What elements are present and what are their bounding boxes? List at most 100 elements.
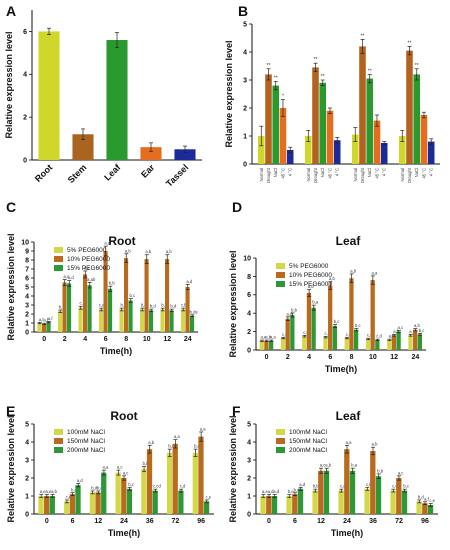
panel-c-y-tick-label: 9 <box>25 248 29 255</box>
panel-c-x-tick-label: 6 <box>104 336 108 343</box>
panel-c-bar-label: a,a <box>104 241 110 246</box>
panel-f-bar <box>401 490 408 514</box>
panel-c-bar-label: b,b <box>59 305 65 310</box>
panel-d-bar-label: c,c <box>325 331 330 336</box>
panel-e-x-tick-label: 96 <box>197 518 205 525</box>
panel-d-bar <box>290 315 295 350</box>
panel-e-bar-label: a,a <box>174 434 180 439</box>
panel-f-bar <box>375 476 382 514</box>
panel-a-x-tick-label: Root <box>33 162 55 184</box>
panel-d-bar-label: c,e <box>282 332 288 337</box>
panel-c-bar <box>149 310 154 332</box>
panel-d-y-tick-label: 8 <box>247 274 251 281</box>
panel-e-bar <box>69 494 75 514</box>
panel-f-bar <box>349 470 356 514</box>
panel-c-y-tick-label: 7 <box>25 266 29 273</box>
panel-d-bar-label: a,b <box>414 323 420 328</box>
panel-d-bar <box>302 336 307 350</box>
panel-c-legend-label: 5% PEG6000 <box>67 247 107 254</box>
panel-d-x-tick-label: 2 <box>286 354 290 361</box>
panel-d-bar-label: c,d <box>303 330 309 335</box>
panel-d-bar-label: a,a <box>371 270 377 275</box>
panel-c-bar-label: b,c <box>120 303 126 308</box>
panel-f-x-tick-label: 36 <box>369 518 377 525</box>
panel-d-bar-label: c,c <box>346 332 351 337</box>
panel-d-bar-label: a,d <box>286 311 292 316</box>
panel-e-x-tick-label: 36 <box>146 518 154 525</box>
panel-b-bar <box>359 46 366 164</box>
panel-b-x-tick-label: 45 °C <box>374 168 379 179</box>
panel-f-bar-label: a,d <box>273 489 279 494</box>
panel-d-bar-label: b,b <box>291 307 297 312</box>
panel-c-bar-label: b,a <box>141 303 147 308</box>
panel-c-bar-label: a,c <box>84 265 90 270</box>
panel-f-bar-label: a,d <box>299 482 305 487</box>
panel-b-bar <box>304 136 312 164</box>
panel-b-y-tick-label: 0 <box>243 161 247 168</box>
panel-e-y-axis-label: Relative expression level <box>6 415 16 522</box>
panel-f-bar <box>416 501 422 514</box>
panel-c-bar <box>82 274 88 332</box>
panel-e-bar-label: b,a <box>194 444 200 449</box>
panel-e-bar-label: b,d <box>91 485 97 490</box>
panel-d-bar <box>328 285 333 350</box>
panel-f-bar <box>286 496 292 514</box>
panel-c-legend-swatch <box>54 265 63 271</box>
panel-e-bar <box>126 488 133 514</box>
panel-e-bar <box>166 452 173 514</box>
panel-c-bar <box>103 251 108 332</box>
panel-b-x-tick-label: 4 °C <box>288 168 293 176</box>
panel-f-title: Leaf <box>336 409 362 423</box>
panel-c-bar-label: b,a <box>161 303 167 308</box>
panel-b-bar <box>265 74 272 164</box>
panel-e-bar <box>115 472 121 514</box>
panel-b-significance-mark: ** <box>408 40 412 46</box>
panel-d-bar <box>375 339 380 350</box>
panel-c-bar <box>62 282 67 332</box>
panel-f-bar <box>292 494 298 514</box>
panel-d-bar <box>387 339 392 350</box>
panel-c-y-tick-label: 5 <box>25 284 29 291</box>
panel-c-bar <box>185 287 190 332</box>
panel-f-bar <box>271 496 278 514</box>
panel-d-legend-label: 15% PEG6000 <box>289 281 332 288</box>
panel-f-x-tick-label: 12 <box>317 518 325 525</box>
panel-e-bar-label: c,e <box>206 494 212 499</box>
panel-d-bar <box>259 340 264 350</box>
panel-f-bar <box>323 470 330 514</box>
panel-b-x-tick-label: Drought <box>313 167 318 183</box>
panel-e-bar-label: a,a <box>103 465 109 470</box>
panel-f-legend-label: 150mM NaCl <box>289 438 327 445</box>
panel-c-bar-label: a,c <box>63 274 69 279</box>
panel-c-x-tick-label: 10 <box>143 336 151 343</box>
panel-b-significance-mark: * <box>282 94 284 100</box>
panel-d-bar <box>408 335 413 350</box>
panel-e-bar <box>44 496 50 514</box>
panel-b-bar <box>257 136 265 164</box>
panel-f-bar <box>260 496 266 514</box>
panel-c-y-tick-label: 2 <box>25 311 29 318</box>
panel-d-bar-label: b,a <box>312 300 318 305</box>
panel-f-legend-swatch <box>276 447 285 453</box>
panel-e-bar-label: a,d <box>77 478 83 483</box>
panel-f-legend-swatch <box>276 429 285 435</box>
panel-d-bar-label: b,c <box>419 328 425 333</box>
panel-f-x-tick-label: 72 <box>395 518 403 525</box>
panel-b-x-tick-label: Normal <box>306 168 311 182</box>
panel-e-bar <box>38 496 44 514</box>
panel-e-letter: E <box>6 403 15 419</box>
panel-c-x-tick-label: 0 <box>42 336 46 343</box>
panel-f-bar-label: c,a <box>340 484 346 489</box>
panel-e-bar-label: b,b <box>143 461 149 466</box>
panel-a-letter: A <box>6 3 16 19</box>
panel-c-bar-label: a,b <box>166 249 172 254</box>
panel-d-bar-label: c,d <box>376 334 382 339</box>
panel-b-x-tick-label: Normal <box>400 168 405 182</box>
panel-d-bar-label: c,d <box>367 333 373 338</box>
panel-f-bar <box>266 496 272 514</box>
panel-e-x-tick-label: 72 <box>172 518 180 525</box>
panel-b-bar <box>373 120 381 164</box>
panel-b-bar <box>333 140 341 164</box>
panel-a-x-tick-label: Ear <box>139 162 157 180</box>
